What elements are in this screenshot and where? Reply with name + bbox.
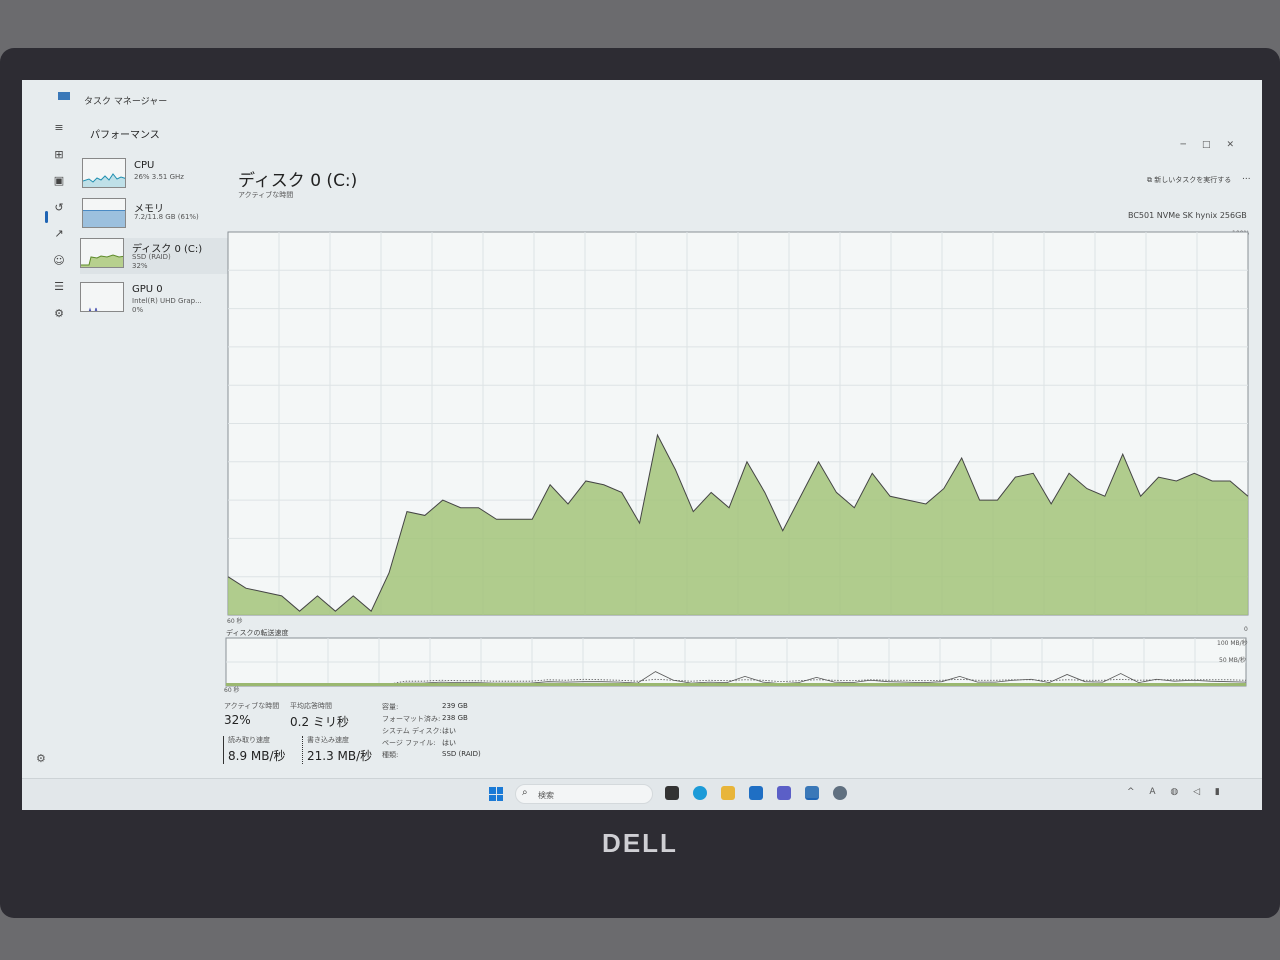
users-icon[interactable]: ☺ [53, 254, 65, 267]
details-icon[interactable]: ☰ [54, 280, 64, 293]
run-new-task-label: 新しいタスクを実行する [1154, 176, 1232, 184]
system-disk-value: はい [442, 727, 456, 735]
selected-indicator [45, 211, 48, 223]
gpu-usage: 0% [132, 306, 144, 314]
page-file-value: はい [442, 739, 456, 747]
startup-apps-icon[interactable]: ↗ [54, 227, 64, 240]
perf-item-cpu[interactable]: CPU 26% 3.51 GHz [82, 158, 232, 194]
response-time-label: 平均応答時間 [290, 702, 332, 710]
page-title: ディスク 0 (C:) [238, 171, 358, 191]
hamburger-menu-icon[interactable]: ≡ [54, 121, 64, 134]
cpu-sub: 26% 3.51 GHz [134, 173, 184, 181]
type-label: 種類: [382, 751, 399, 759]
gpu-model: Intel(R) UHD Grap... [132, 297, 202, 305]
read-speed-value: 8.9 MB/秒 [228, 749, 286, 763]
disk-name: ディスク 0 (C:) [132, 244, 203, 255]
formatted-value: 238 GB [442, 714, 468, 722]
section-title: パフォーマンス [90, 130, 160, 141]
task-manager-icon [58, 92, 70, 100]
title-bar: タスク マネージャー [22, 80, 1262, 116]
taskbar-search[interactable]: ⌕ 検索 [515, 784, 653, 804]
search-icon: ⌕ [522, 787, 528, 798]
x-axis-left-label: 60 秒 [227, 618, 243, 625]
active-time-stat-value: 32% [224, 713, 251, 727]
outlook-icon[interactable] [749, 786, 763, 800]
capacity-value: 239 GB [442, 702, 468, 710]
perf-item-disk0[interactable]: ディスク 0 (C:) SSD (RAID) 32% [80, 238, 230, 274]
app-history-icon[interactable]: ↺ [54, 201, 64, 214]
run-new-task-button[interactable]: ⧉ 新しいタスクを実行する [1147, 176, 1232, 184]
taskbar: ⌕ 検索 ^ A ◍ ◁ ▮ [22, 778, 1262, 810]
nav-rail: ≡ ⊞ ▣ ↺ ↗ ☺ ☰ ⚙ [22, 116, 77, 766]
file-explorer-icon[interactable] [721, 786, 735, 800]
disk-usage: 32% [132, 262, 148, 270]
dell-logo: DELL [602, 828, 678, 858]
memory-sub: 7.2/11.8 GB (61%) [134, 213, 199, 221]
transfer-rate-label: ディスクの転送速度 [226, 629, 289, 637]
x-axis-right-label: 0 [1244, 626, 1248, 633]
disk-type: SSD (RAID) [132, 253, 171, 261]
read-speed-label: 読み取り速度 [228, 736, 270, 744]
response-time-value: 0.2 ミリ秒 [290, 715, 349, 729]
active-time-stat-label: アクティブな時間 [224, 702, 280, 710]
screen: タスク マネージャー ─□✕ ≡ ⊞ ▣ ↺ ↗ ☺ ☰ ⚙ パフォーマンス C… [22, 80, 1262, 810]
transfer-x-left-label: 60 秒 [224, 687, 240, 694]
processes-icon[interactable]: ⊞ [54, 148, 64, 161]
system-tray[interactable]: ^ A ◍ ◁ ▮ [1127, 787, 1226, 797]
write-speed-value: 21.3 MB/秒 [307, 749, 373, 763]
capacity-label: 容量: [382, 703, 399, 711]
type-value: SSD (RAID) [442, 750, 481, 758]
perf-item-memory[interactable]: メモリ 7.2/11.8 GB (61%) [82, 198, 232, 234]
edge-icon[interactable] [693, 786, 707, 800]
settings-icon[interactable]: ⚙ [36, 752, 46, 765]
gpu-thumbnail [80, 282, 124, 312]
task-manager-taskbar-icon[interactable] [805, 786, 819, 800]
active-time-label: アクティブな時間 [238, 191, 294, 199]
memory-thumbnail [82, 198, 126, 228]
read-legend-line [223, 736, 224, 764]
more-button[interactable]: ... [1242, 172, 1251, 182]
disk-model: BC501 NVMe SK hynix 256GB [1128, 211, 1247, 220]
page-file-label: ページ ファイル: [382, 739, 436, 747]
transfer-baseline [226, 683, 1246, 686]
cpu-name: CPU [134, 160, 155, 171]
task-view-icon[interactable] [665, 786, 679, 800]
transfer-max-label: 100 MB/秒 [1217, 640, 1248, 647]
charts [225, 231, 1249, 687]
teams-icon[interactable] [777, 786, 791, 800]
write-speed-label: 書き込み速度 [307, 736, 349, 744]
perf-item-gpu0[interactable]: GPU 0 Intel(R) UHD Grap... 0% [80, 282, 230, 318]
formatted-label: フォーマット済み: [382, 715, 441, 723]
system-disk-label: システム ディスク: [382, 727, 442, 735]
cpu-thumbnail [82, 158, 126, 188]
services-icon[interactable]: ⚙ [54, 307, 64, 320]
gpu-name: GPU 0 [132, 284, 163, 295]
write-speed-line [226, 678, 1247, 686]
start-button[interactable] [489, 787, 503, 801]
active-time-area [228, 434, 1248, 615]
transfer-mid-label: 50 MB/秒 [1219, 657, 1246, 664]
active-time-line [227, 433, 1249, 612]
memory-name: メモリ [134, 204, 164, 215]
window-controls[interactable]: ─□✕ [1180, 140, 1250, 150]
performance-icon[interactable]: ▣ [53, 174, 65, 187]
window-title: タスク マネージャー [84, 97, 168, 107]
disk-thumbnail [80, 238, 124, 268]
search-placeholder: 検索 [538, 791, 554, 800]
gpu-sub: Intel(R) UHD Grap... 0% [132, 297, 202, 315]
settings-taskbar-icon[interactable] [833, 786, 847, 800]
disk-sub: SSD (RAID) 32% [132, 253, 171, 271]
write-legend-line [302, 736, 303, 764]
